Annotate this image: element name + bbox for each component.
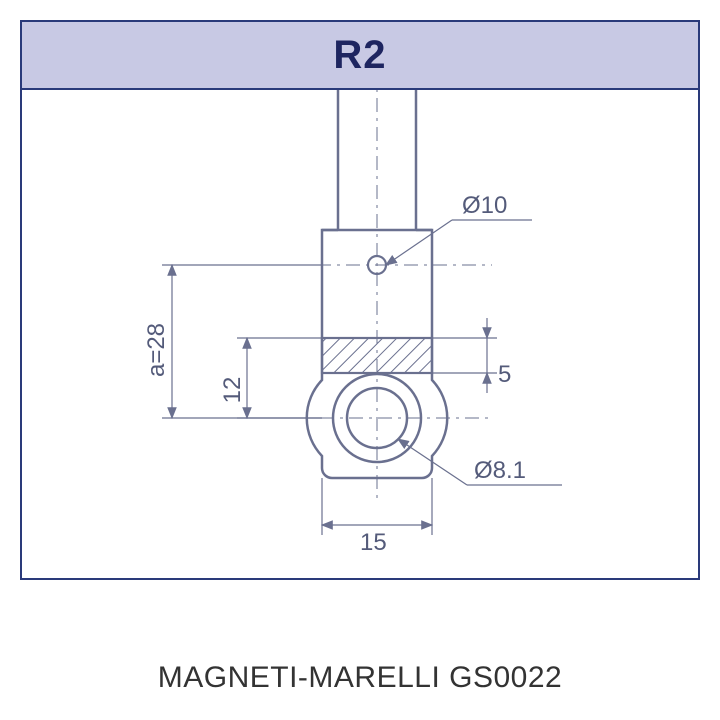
dim-h5: 5 <box>432 318 511 393</box>
dim-d10-label: Ø10 <box>462 192 507 219</box>
dim-d10: Ø10 <box>386 192 532 265</box>
dim-h5-label: 5 <box>498 361 511 388</box>
dim-d8-1-label: Ø8.1 <box>474 457 526 484</box>
dim-a28-label: a=28 <box>143 323 170 377</box>
header-title: R2 <box>333 33 386 78</box>
technical-drawing: Ø10 Ø8.1 15 5 <box>22 90 698 578</box>
dim-h12: 12 <box>219 338 322 418</box>
drawing-svg: Ø10 Ø8.1 15 5 <box>22 90 702 582</box>
dim-w15-label: 15 <box>360 529 387 556</box>
diagram-frame: R2 <box>20 20 700 580</box>
dim-w15: 15 <box>322 478 432 556</box>
dim-h12-label: 12 <box>219 377 246 404</box>
footer: MAGNETI-MARELLI GS0022 <box>0 640 720 720</box>
header-band: R2 <box>22 22 698 90</box>
footer-text: MAGNETI-MARELLI GS0022 <box>158 661 562 695</box>
